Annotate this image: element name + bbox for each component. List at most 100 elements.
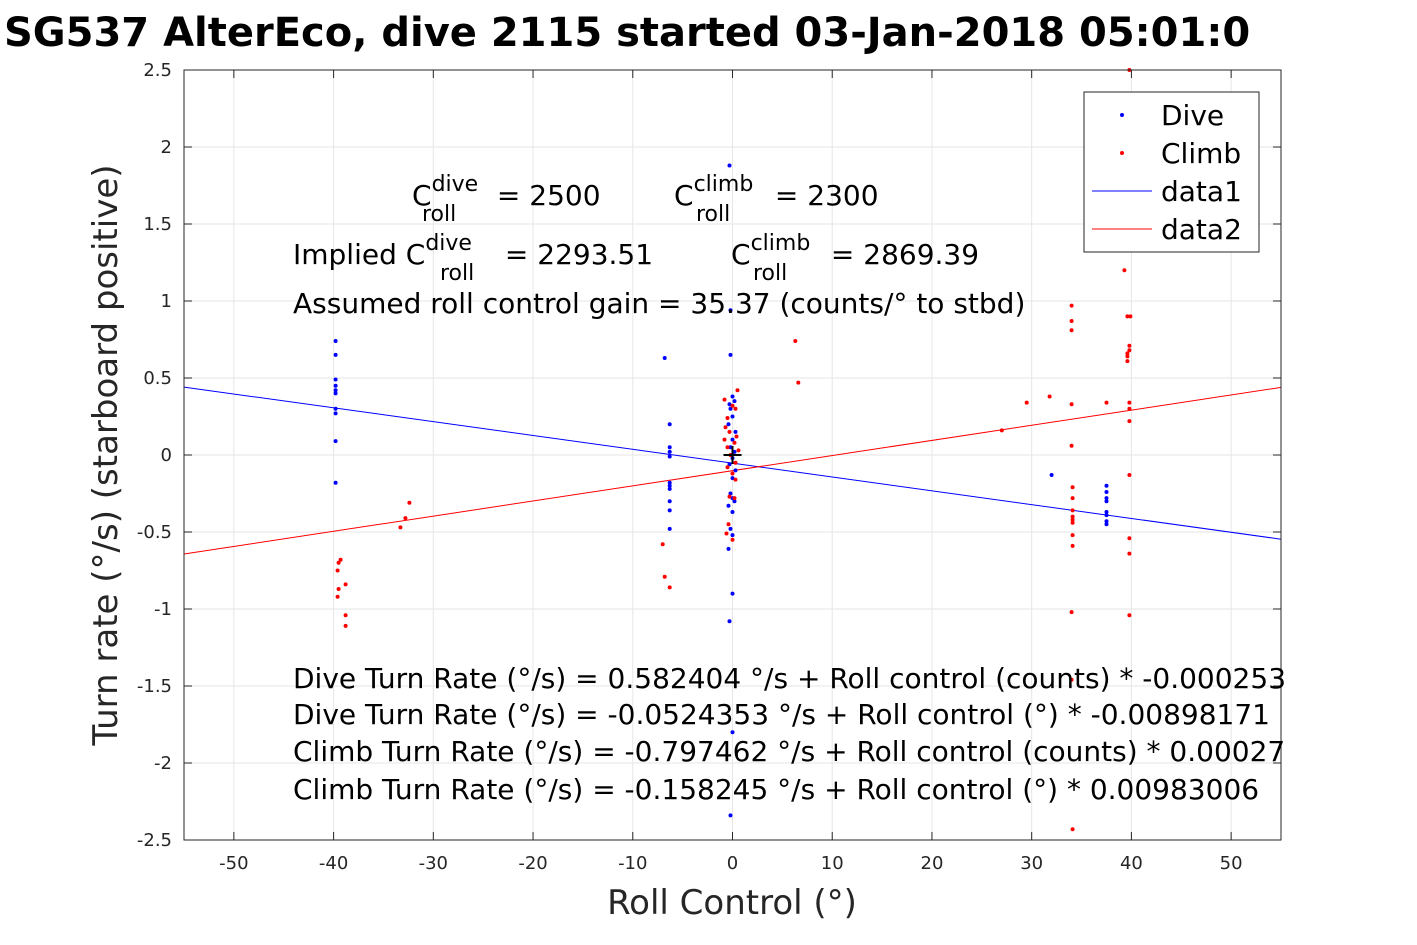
implied-prefix: Implied C — [293, 238, 425, 271]
point-climb — [736, 448, 741, 453]
point-climb — [1122, 268, 1127, 273]
x-tick-label: 30 — [1020, 853, 1043, 874]
point-dive — [1104, 499, 1109, 504]
point-dive — [667, 445, 672, 450]
point-dive — [333, 352, 338, 357]
point-climb — [734, 434, 739, 439]
point-dive — [333, 339, 338, 343]
point-dive — [1104, 483, 1109, 488]
point-climb — [1070, 485, 1075, 490]
point-climb — [793, 339, 798, 343]
point-dive — [727, 163, 732, 168]
legend-label: data2 — [1161, 213, 1242, 246]
x-axis-ticks: -50 -40 -30 -20 -10 0 10 20 30 40 50 — [219, 70, 1243, 874]
point-dive — [726, 422, 731, 427]
point-climb — [733, 460, 738, 465]
annotation-c-roll: Cdive roll = 2500 Cclimb roll = 2300 — [412, 172, 879, 227]
point-dive — [667, 526, 672, 531]
point-climb — [723, 425, 728, 430]
point-climb — [735, 388, 740, 393]
y-tick-label: 1.5 — [143, 214, 172, 235]
point-dive — [732, 399, 737, 404]
legend-label: Climb — [1161, 137, 1241, 170]
y-tick-label: 1 — [161, 291, 172, 312]
annotation-eq3: Climb Turn Rate (°/s) = -0.797462 °/s + … — [293, 735, 1285, 768]
x-tick-label: -20 — [518, 853, 547, 874]
point-climb — [1125, 351, 1130, 356]
y-tick-label: 2 — [161, 137, 172, 158]
c-dive-sub: roll — [422, 202, 456, 227]
legend-box — [1083, 91, 1260, 253]
point-dive — [333, 388, 338, 393]
x-tick-label: 50 — [1220, 853, 1243, 874]
point-dive — [667, 480, 672, 485]
point-climb — [407, 500, 412, 505]
point-dive — [730, 510, 735, 514]
point-dive — [1104, 519, 1109, 524]
annotation-eq2: Dive Turn Rate (°/s) = -0.0524353 °/s + … — [293, 698, 1270, 731]
point-dive — [730, 591, 735, 596]
annotation-eq1: Dive Turn Rate (°/s) = 0.582404 °/s + Ro… — [293, 662, 1286, 695]
point-dive — [333, 480, 338, 485]
implied-climb-value: = 2869.39 — [822, 238, 979, 271]
point-climb — [732, 440, 737, 445]
point-dive — [1104, 510, 1109, 514]
point-climb — [722, 397, 727, 402]
point-climb — [1069, 677, 1074, 682]
point-climb — [1127, 419, 1132, 424]
series-line-data2 — [183, 386, 1282, 555]
point-climb — [1104, 400, 1109, 405]
point-climb — [1069, 610, 1074, 615]
point-dive — [667, 422, 672, 427]
x-tick-label: 10 — [821, 853, 844, 874]
y-tick-label: -1 — [154, 599, 172, 620]
x-tick-label: 40 — [1120, 853, 1143, 874]
legend-swatch-climb — [1120, 151, 1124, 155]
annotation-gain: Assumed roll control gain = 35.37 (count… — [293, 287, 1025, 320]
point-dive — [727, 462, 732, 467]
point-dive — [333, 411, 338, 416]
implied-dive-sup: dive — [425, 231, 472, 256]
y-tick-label: 0.5 — [143, 368, 172, 389]
point-dive — [728, 491, 733, 496]
point-dive — [733, 429, 738, 434]
point-climb — [1070, 496, 1075, 501]
point-dive — [727, 402, 732, 407]
point-dive — [333, 383, 338, 388]
c-climb-sub: roll — [696, 202, 730, 227]
point-climb — [1047, 394, 1052, 399]
point-climb — [1125, 359, 1130, 364]
x-tick-label: 20 — [921, 853, 944, 874]
point-climb — [999, 428, 1004, 433]
point-dive — [728, 308, 733, 313]
legend-swatch-dive — [1120, 113, 1124, 117]
point-dive — [1104, 522, 1109, 527]
point-climb — [730, 537, 735, 542]
point-dive — [728, 813, 733, 818]
point-climb — [343, 582, 348, 587]
point-climb — [1127, 613, 1132, 618]
point-climb — [660, 542, 665, 547]
point-dive — [667, 508, 672, 513]
y-tick-label: 2.5 — [143, 60, 172, 81]
point-dive — [333, 439, 338, 444]
point-climb — [1127, 536, 1132, 541]
annotation-implied: Implied Cdive roll = 2293.51 Cclimb roll =… — [293, 231, 979, 286]
point-dive — [1104, 490, 1109, 494]
point-dive — [727, 619, 732, 624]
point-dive — [333, 391, 338, 396]
point-climb — [335, 594, 340, 599]
point-dive — [730, 437, 735, 442]
point-climb — [1127, 343, 1132, 348]
implied-climb-sub: roll — [753, 261, 787, 286]
legend: Dive Climb data1 data2 — [1083, 91, 1260, 253]
y-tick-label: 0 — [161, 445, 172, 466]
point-climb — [730, 471, 735, 476]
point-dive — [1104, 496, 1109, 501]
point-climb — [398, 525, 403, 530]
point-dive — [333, 377, 338, 382]
